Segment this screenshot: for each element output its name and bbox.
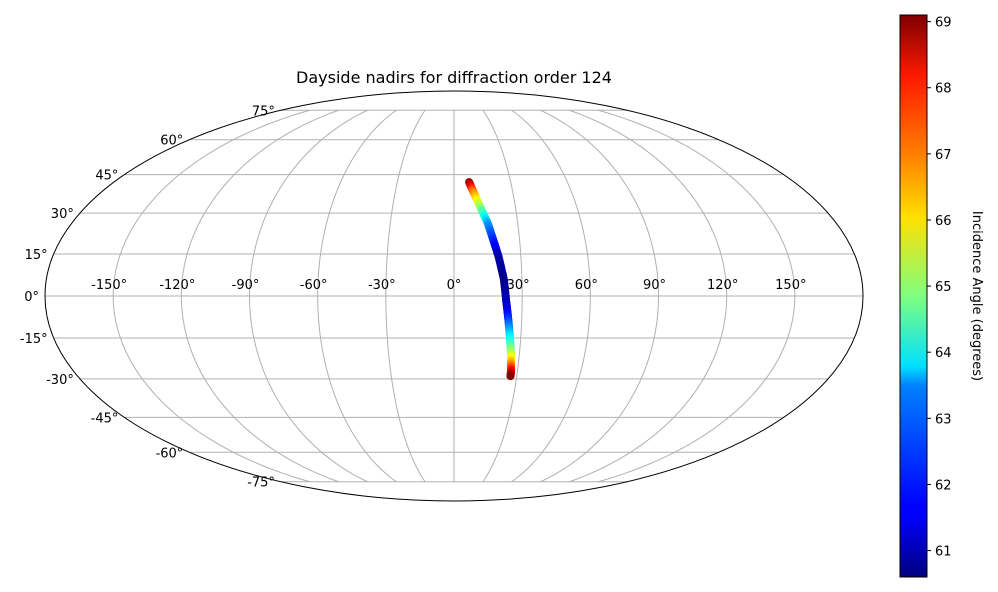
x-tick-label: -30° — [368, 278, 396, 293]
x-tick-label: 30° — [507, 278, 530, 293]
meridian-gridline — [511, 109, 591, 483]
meridian-gridline — [317, 109, 397, 483]
x-tick-label: -60° — [300, 278, 328, 293]
colorbar-tick-labels: 61 62 63 64 65 66 67 68 69 — [927, 16, 952, 560]
colorbar-label: Incidence Angle (degrees) — [969, 211, 984, 381]
x-tick-label: 0° — [447, 278, 462, 293]
y-tick-label: 60° — [160, 134, 183, 149]
meridian-gridline — [482, 109, 523, 483]
meridian-gridline — [540, 109, 660, 483]
y-tick-label: -45° — [91, 411, 119, 426]
map-outline — [44, 90, 864, 502]
meridian-gridline — [248, 109, 368, 483]
colorbar-tick-label: 61 — [935, 545, 952, 560]
x-tick-label: -90° — [232, 278, 260, 293]
y-tick-label: 45° — [95, 169, 118, 184]
y-tick-label: -75° — [247, 476, 275, 491]
colorbar-tick-label: 68 — [935, 82, 952, 97]
y-tick-label: 30° — [51, 207, 74, 222]
colorbar-tick-label: 64 — [935, 346, 952, 361]
colorbar-tick-label: 62 — [935, 478, 952, 493]
mollweide-map: -150° -120° -90° -60° -30° 0° 30° 60° 90° 120° 150… — [20, 90, 864, 502]
x-tick-label: -150° — [91, 278, 127, 293]
colorbar-tick-label: 69 — [935, 16, 952, 31]
y-tick-label: -15° — [20, 332, 48, 347]
y-tick-label: -30° — [46, 373, 74, 388]
colorbar-tick-label: 65 — [935, 280, 952, 295]
meridian-gridline — [569, 109, 728, 483]
meridian-gridline — [112, 109, 310, 483]
x-tick-label: 150° — [775, 278, 806, 293]
colorbar: 61 62 63 64 65 66 67 68 69 Incidence Angle (degr… — [899, 14, 984, 578]
meridian-gridline — [598, 109, 796, 483]
meridian-gridline — [385, 109, 426, 483]
latitude-tick-labels: -75° -60° -45° -30° -15° 0° 15° 30° 45° 60° 75° — [20, 104, 275, 490]
data-points — [465, 178, 516, 381]
longitude-tick-labels: -150° -120° -90° -60° -30° 0° 30° 60° 90° 120° 150… — [91, 278, 806, 293]
x-tick-label: 90° — [643, 278, 666, 293]
colorbar-tick-label: 67 — [935, 148, 952, 163]
chart-title: Dayside nadirs for diffraction order 124 — [296, 68, 612, 87]
data-point — [506, 372, 515, 381]
x-tick-label: 120° — [707, 278, 738, 293]
x-tick-label: -120° — [159, 278, 195, 293]
y-tick-label: 15° — [25, 248, 48, 263]
meridian-gridline — [180, 109, 339, 483]
colorbar-tick-label: 66 — [935, 214, 952, 229]
colorbar-tick-label: 63 — [935, 412, 952, 427]
graticule — [45, 109, 863, 483]
x-tick-label: 60° — [575, 278, 598, 293]
colorbar-gradient — [899, 14, 928, 578]
y-tick-label: 75° — [252, 104, 275, 119]
y-tick-label: 0° — [24, 290, 39, 305]
y-tick-label: -60° — [156, 446, 184, 461]
